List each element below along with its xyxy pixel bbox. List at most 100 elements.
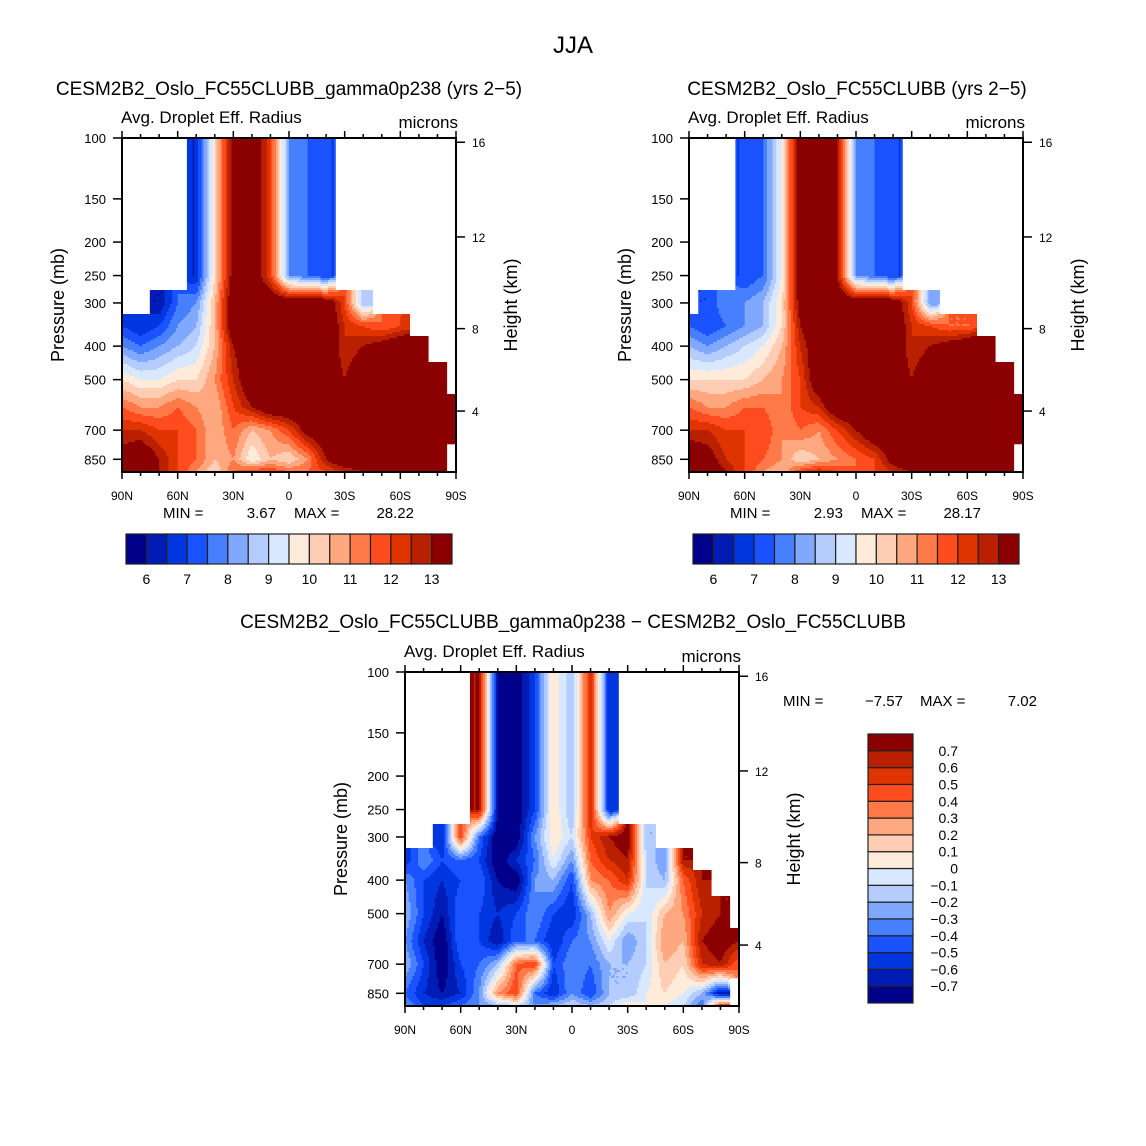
contour-cell [287, 282, 297, 285]
contour-cell [766, 148, 773, 151]
contour-cell [281, 290, 288, 293]
contour-cell [339, 346, 362, 349]
contour-cell [355, 304, 360, 307]
contour-cell [850, 212, 853, 215]
contour-cell [225, 262, 229, 265]
contour-cell [739, 192, 764, 195]
contour-cell [272, 204, 277, 207]
contour-cell [735, 168, 738, 171]
contour-cell [188, 312, 199, 315]
contour-cell [285, 264, 288, 267]
contour-cell [843, 214, 846, 217]
contour-cell [194, 160, 199, 163]
contour-cell [355, 308, 360, 311]
contour-cell [844, 142, 848, 145]
contour-cell [385, 334, 405, 337]
contour-cell [207, 164, 210, 167]
contour-cell [276, 196, 279, 199]
contour-cell [276, 228, 279, 231]
contour-cell [281, 256, 286, 259]
contour-cell [231, 248, 262, 251]
contour-cell [792, 216, 796, 219]
contour-cell [220, 402, 227, 405]
contour-cell [138, 378, 162, 381]
contour-cell [739, 142, 764, 145]
contour-cell [874, 156, 900, 159]
contour-cell [320, 288, 329, 291]
contour-cell [737, 160, 740, 163]
contour-cell [196, 440, 206, 443]
contour-cell [287, 174, 290, 177]
contour-cell [350, 310, 355, 313]
contour-cell [272, 218, 277, 221]
contour-cell [735, 206, 738, 209]
contour-cell [739, 172, 764, 175]
contour-cell [201, 158, 205, 161]
contour-cell [220, 150, 223, 153]
contour-cell [225, 152, 229, 155]
contour-cell [844, 204, 848, 207]
contour-cell [789, 210, 794, 213]
contour-cell [266, 182, 271, 185]
colorbar-box [247, 533, 270, 565]
x-tick-label: 0 [286, 489, 293, 503]
contour-cell [214, 174, 218, 177]
contour-cell [763, 140, 768, 143]
contour-cell [270, 198, 273, 201]
contour-cell [763, 166, 768, 169]
contour-cell [205, 298, 208, 301]
contour-cell [900, 212, 903, 215]
contour-cell [209, 196, 214, 199]
contour-cell [216, 326, 221, 329]
contour-cell [205, 316, 212, 319]
contour-cell [209, 232, 214, 235]
contour-cell [272, 244, 277, 247]
contour-cell [307, 162, 333, 165]
contour-cell [222, 420, 231, 423]
contour-cell [772, 184, 777, 187]
contour-cell [250, 460, 256, 463]
contour-cell [846, 196, 849, 199]
contour-cell [198, 254, 203, 257]
contour-cell [333, 166, 336, 169]
contour-cell [841, 194, 844, 197]
contour-cell [303, 438, 314, 441]
contour-cell [781, 214, 785, 217]
contour-cell [201, 228, 205, 231]
contour-cell [787, 154, 790, 157]
contour-cell [792, 146, 796, 149]
contour-cell [194, 150, 199, 153]
contour-cell [186, 146, 193, 149]
contour-cell [279, 288, 284, 291]
contour-cell [783, 192, 786, 195]
contour-cell [222, 314, 227, 317]
contour-cell [203, 276, 208, 279]
contour-cell [277, 424, 290, 427]
contour-cell [270, 248, 273, 251]
contour-cell [159, 406, 197, 409]
contour-cell [331, 216, 334, 219]
contour-cell [792, 184, 796, 187]
contour-cell [218, 294, 221, 297]
contour-cell [198, 270, 203, 273]
contour-cell [281, 192, 286, 195]
contour-cell [781, 170, 785, 173]
contour-cell [194, 258, 199, 261]
colorbar-box [206, 533, 229, 565]
contour-cell [289, 430, 297, 433]
contour-cell [874, 212, 900, 215]
contour-cell [783, 212, 786, 215]
contour-cell [766, 196, 773, 199]
contour-cell [227, 210, 232, 213]
contour-cell [850, 146, 853, 149]
contour-cell [874, 204, 900, 207]
contour-cell [220, 328, 223, 331]
contour-cell [739, 146, 764, 149]
contour-cell [333, 156, 336, 159]
contour-cell [277, 164, 281, 167]
contour-cell [789, 198, 794, 201]
contour-cell [203, 292, 206, 295]
contour-cell [225, 178, 229, 181]
contour-cell [270, 238, 273, 241]
contour-cell [207, 372, 218, 375]
